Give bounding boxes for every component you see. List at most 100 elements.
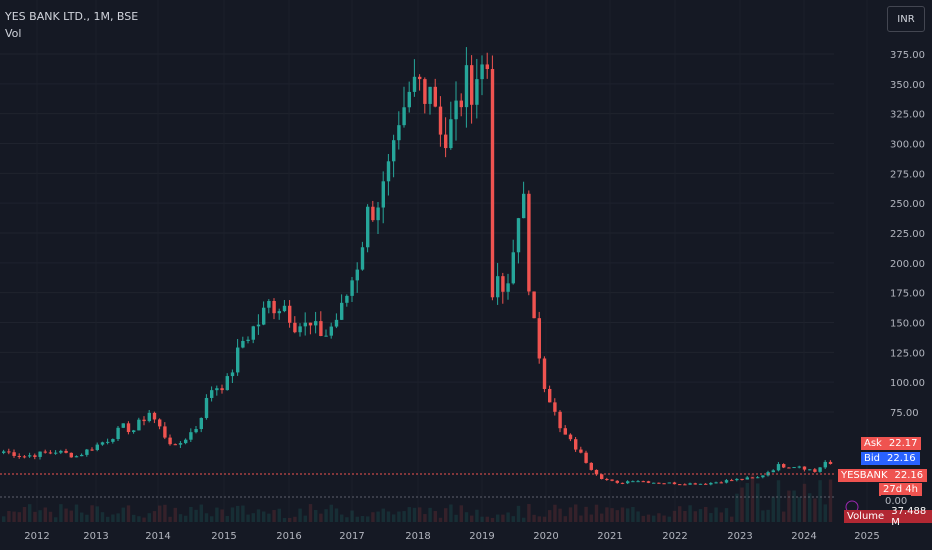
x-tick-label: 2017 [339,531,364,542]
volume-bar [215,507,219,522]
candle-body [267,300,271,308]
volume-bar [579,515,583,522]
candle-body [709,482,713,485]
volume-bar [225,516,229,522]
candle-body [464,65,469,108]
volume-bar [813,498,817,522]
candle-body [173,444,177,446]
candle-body [641,481,645,483]
candle-body [38,451,42,457]
candle-body [423,79,427,104]
volume-bar [792,490,796,522]
volume-bar [823,504,827,522]
x-tick-label: 2013 [83,531,108,542]
candle-body [438,106,443,135]
volume-bar [501,514,505,522]
candle-body [241,340,245,348]
volume-bar [376,511,380,522]
candle-body [152,412,157,420]
volume-bar [142,517,146,522]
volume-bar [516,505,521,522]
volume-bar [54,517,58,522]
y-tick-label: 75.00 [890,408,919,419]
candle-body [137,419,141,431]
candle-body [215,388,219,391]
volume-bar [724,508,729,522]
volume-bar [672,510,677,522]
volume-bar [293,516,297,522]
symbol-title[interactable]: YES BANK LTD., 1M, BSE [5,10,139,23]
y-tick-label: 225.00 [890,229,925,240]
candle-body [43,451,47,453]
candle-body [376,207,380,221]
volume-bar [121,507,125,522]
candle-body [407,91,411,108]
candle-body [568,434,573,440]
volume-bar [168,516,172,522]
volume-bar [761,510,765,522]
volume-bar [808,493,812,522]
volume-bar [735,493,739,522]
volume-indicator-label[interactable]: Vol [5,27,22,40]
candle-body [360,247,365,270]
candle-body [80,454,84,457]
currency-button[interactable]: INR [887,6,925,32]
candle-body [194,429,198,433]
candle-body [298,326,302,333]
candle-body [594,469,599,475]
candle-body [787,467,791,469]
volume-bar [475,509,479,522]
candle-body [184,439,188,444]
candle-body [797,466,801,468]
volume-bar [199,504,203,522]
volume-bar [28,504,32,522]
candle-body [262,307,266,325]
candle-body [256,324,261,327]
volume-bar [69,510,73,522]
volume-bar [719,512,723,522]
volume-bar [610,508,614,522]
y-tick-label: 375.00 [890,50,925,61]
candle-body [646,481,651,483]
volume-bar [730,516,734,522]
candle-body [308,322,313,326]
candle-body [282,305,287,312]
volume-bar [7,511,11,522]
volume-bar [626,508,630,522]
volume-bar [683,510,687,522]
candle-body [288,305,292,323]
volume-label: Volume [844,510,888,523]
candle-body [454,100,458,120]
volume-bar [407,507,411,522]
volume-bar [698,509,703,522]
candle-body [501,276,505,292]
volume-bars [2,473,833,522]
volume-bar [137,516,141,522]
ask-value: 22.17 [884,437,922,450]
y-tick-label: 175.00 [890,289,925,300]
volume-value: 37.488 M [887,506,932,528]
candle-body [433,86,437,107]
volume-bar [433,511,437,522]
candle-body [563,428,567,435]
volume-bar [600,513,604,522]
volume-bar [251,513,255,522]
volume-bar [43,507,47,522]
candle-body [7,451,11,453]
candle-body [584,452,588,463]
volume-bar [641,515,645,522]
x-tick-label: 2014 [145,531,170,542]
volume-bar [490,517,495,522]
volume-bar [386,511,391,522]
countdown-badge: 27d 4h [879,483,922,496]
zero-badge: 0.00 [881,495,912,508]
x-tick-label: 2025 [854,531,879,542]
volume-bar [740,487,744,522]
candle-body [28,455,32,457]
volume-bar [189,506,193,522]
volume-bar [418,507,422,522]
volume-bar [230,507,235,522]
volume-bar [256,509,261,522]
volume-bar [459,505,463,522]
